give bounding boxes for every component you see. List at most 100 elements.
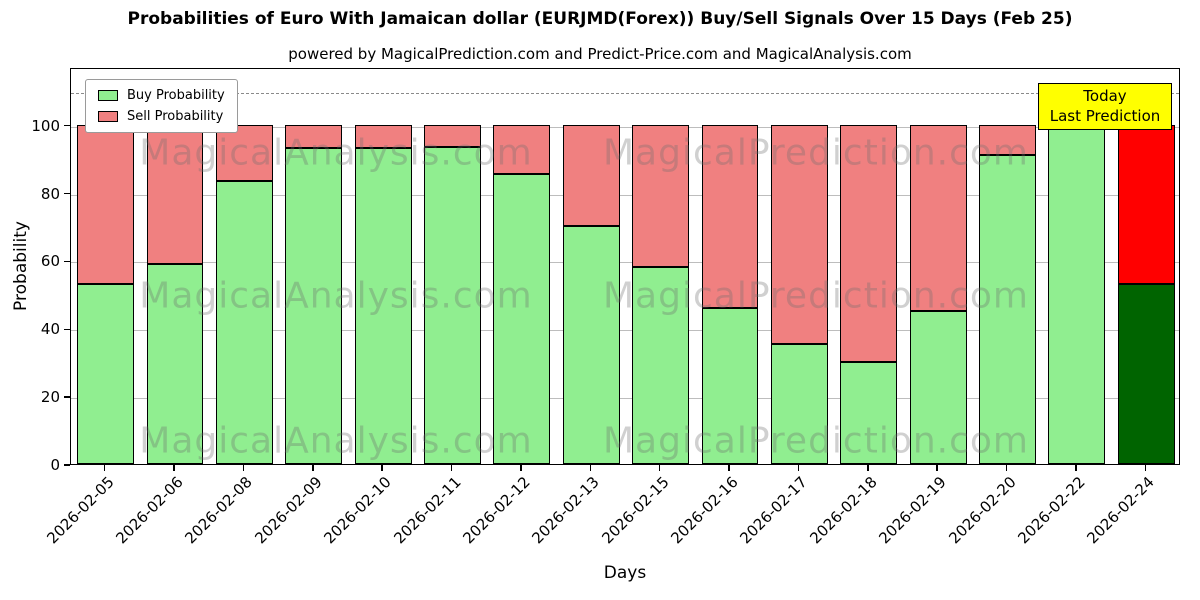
y-axis-tick-labels: 0 20 40 60 80 100 xyxy=(0,68,60,474)
x-tick-mark xyxy=(1075,465,1077,471)
x-tick-mark xyxy=(936,465,938,471)
bar-segment-sell xyxy=(701,124,759,308)
x-tick-label: 2026-02-22 xyxy=(1014,473,1089,548)
bar-segment-buy xyxy=(909,311,967,464)
x-axis-tick-labels: 2026-02-05 2026-02-06 2026-02-08 2026-02-09… xyxy=(43,473,1180,553)
bar-segment-buy xyxy=(979,155,1036,464)
gridline xyxy=(71,194,1179,196)
bar-segment-sell xyxy=(632,124,690,268)
watermark-text: MagicalPrediction.com xyxy=(603,132,1029,174)
watermark-text: MagicalAnalysis.com xyxy=(139,132,533,174)
buy-probability-swatch xyxy=(98,90,118,101)
gridline xyxy=(71,398,1179,400)
gridline xyxy=(71,330,1179,332)
bar-segment-buy xyxy=(493,173,551,464)
x-tick-mark xyxy=(173,465,175,471)
bar-segment-sell xyxy=(77,124,135,285)
legend-label-buy: Buy Probability xyxy=(127,88,225,103)
watermark-text: MagicalPrediction.com xyxy=(603,420,1029,462)
bar-segment-buy xyxy=(215,180,273,464)
bar-segment-buy xyxy=(562,226,620,464)
legend-label-sell: Sell Probability xyxy=(127,109,224,124)
bar-segment-sell xyxy=(770,124,828,344)
y-tick-mark xyxy=(64,328,70,331)
x-tick-label: 2026-02-08 xyxy=(181,473,257,548)
gridline xyxy=(71,126,1179,128)
sell-probability-swatch xyxy=(98,111,118,122)
y-tick-label: 80 xyxy=(40,184,60,203)
y-tick-label: 100 xyxy=(31,116,60,135)
x-tick-label: 2026-02-19 xyxy=(875,473,950,548)
bar-segment-buy xyxy=(77,284,135,464)
chart-subtitle: powered by MagicalPrediction.com and Pre… xyxy=(288,45,912,63)
chart-title: Probabilities of Euro With Jamaican doll… xyxy=(127,9,1073,29)
watermark-text: MagicalAnalysis.com xyxy=(139,420,533,462)
bar-segment-sell xyxy=(562,124,620,227)
bar-segment-sell xyxy=(146,124,204,264)
y-tick-mark xyxy=(64,192,70,195)
y-tick-label: 40 xyxy=(40,320,60,339)
bar-segment-sell xyxy=(909,124,967,312)
x-tick-mark xyxy=(1005,465,1008,471)
gridline xyxy=(71,262,1179,264)
bar-segment-sell xyxy=(424,124,481,147)
x-tick-label: 2026-02-12 xyxy=(459,473,534,548)
bar-segment-buy xyxy=(840,362,898,464)
y-tick-mark xyxy=(64,396,70,398)
x-tick-label: 2026-02-13 xyxy=(528,473,604,548)
bar-segment-buy xyxy=(632,267,690,464)
plot-area: Buy Probability Sell Probability Magical… xyxy=(70,68,1180,465)
x-tick-label: 2026-02-09 xyxy=(251,473,326,548)
x-axis-label: Days xyxy=(603,563,647,583)
bar-segment-sell xyxy=(215,124,273,181)
bar-segment-sell xyxy=(285,124,343,149)
x-tick-label: 2026-02-20 xyxy=(944,473,1020,548)
watermark-text: MagicalAnalysis.com xyxy=(139,275,533,317)
y-tick-label: 60 xyxy=(40,252,60,271)
bar-segment-sell xyxy=(979,124,1036,156)
x-tick-mark xyxy=(520,465,522,471)
bar-segment-buy xyxy=(1117,284,1175,464)
bar-segment-sell xyxy=(840,124,898,363)
dashed-reference-line xyxy=(71,92,1179,94)
x-tick-mark xyxy=(242,465,245,471)
x-tick-mark xyxy=(867,465,869,471)
x-tick-label: 2026-02-18 xyxy=(806,473,881,548)
bar-segment-sell xyxy=(1117,124,1175,285)
today-annotation-line2: Last Prediction xyxy=(1049,107,1161,126)
y-tick-mark xyxy=(64,464,70,466)
x-tick-mark xyxy=(728,465,730,471)
bar-segment-buy xyxy=(285,148,343,464)
bar-segment-buy xyxy=(146,263,204,464)
y-tick-label: 0 xyxy=(50,456,60,474)
legend-item-sell: Sell Probability xyxy=(98,109,225,124)
y-tick-mark xyxy=(64,124,70,127)
bar-segment-sell xyxy=(354,124,412,149)
bar-segment-buy xyxy=(1048,124,1106,464)
bar-segment-buy xyxy=(701,307,759,464)
y-tick-mark xyxy=(64,260,70,263)
x-tick-mark xyxy=(450,465,453,471)
x-tick-label: 2026-02-16 xyxy=(667,473,742,548)
x-tick-mark xyxy=(103,465,106,471)
x-tick-label: 2026-02-05 xyxy=(43,473,118,548)
x-tick-mark xyxy=(589,465,592,471)
watermark-text: MagicalPrediction.com xyxy=(603,275,1029,317)
today-annotation-line1: Today xyxy=(1083,87,1127,105)
x-tick-label: 2026-02-15 xyxy=(598,473,673,548)
today-annotation: Today Last Prediction xyxy=(1038,83,1172,130)
bar-segment-buy xyxy=(354,148,412,464)
x-tick-label: 2026-02-24 xyxy=(1083,473,1159,548)
y-tick-label: 20 xyxy=(40,388,60,407)
bar-segment-buy xyxy=(770,343,828,464)
x-tick-mark xyxy=(381,465,383,471)
bar-segment-buy xyxy=(424,146,481,464)
x-tick-mark xyxy=(312,465,314,471)
x-tick-mark xyxy=(797,465,800,471)
legend: Buy Probability Sell Probability xyxy=(85,79,238,133)
x-tick-label: 2026-02-11 xyxy=(389,473,465,548)
x-tick-mark xyxy=(1144,465,1147,471)
x-tick-mark xyxy=(658,465,661,471)
x-tick-label: 2026-02-10 xyxy=(320,473,395,548)
